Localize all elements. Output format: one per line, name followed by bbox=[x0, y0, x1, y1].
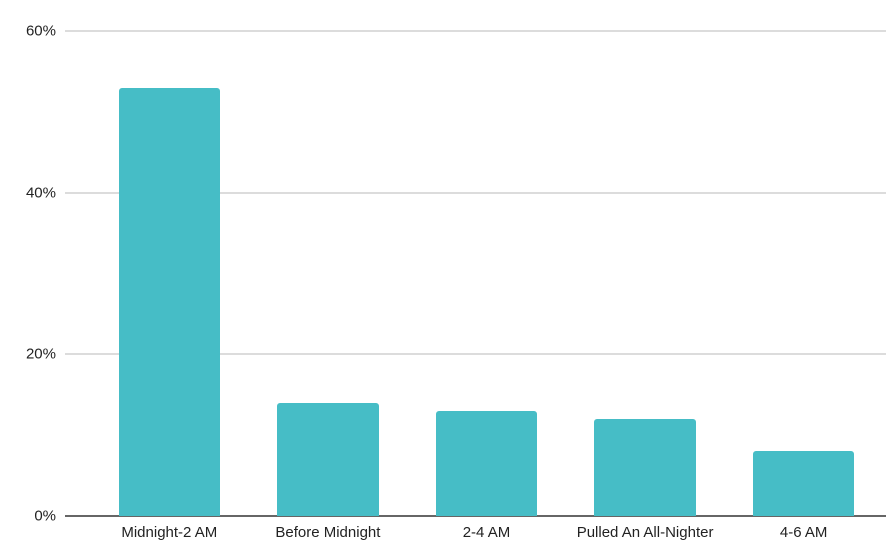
bar-pulled-an-all-nighter[interactable] bbox=[594, 419, 696, 516]
x-tick-label-before-midnight: Before Midnight bbox=[275, 524, 381, 541]
bar-4-6-am[interactable] bbox=[752, 451, 855, 516]
gridline-40% bbox=[65, 191, 886, 194]
plot-area bbox=[90, 31, 883, 516]
y-tick-label-0%: 0% bbox=[34, 507, 56, 525]
bar-slot bbox=[566, 31, 725, 516]
bar-slot bbox=[407, 31, 566, 516]
bar-slot bbox=[724, 31, 883, 516]
bar-2-4-am[interactable] bbox=[435, 410, 538, 516]
x-tick-label-4-6-am: 4-6 AM bbox=[779, 524, 828, 541]
y-tick-label-40%: 40% bbox=[25, 184, 56, 202]
x-axis-baseline bbox=[65, 515, 886, 517]
x-tick-label-pulled-an-all-nighter: Pulled An All-Nighter bbox=[576, 524, 714, 541]
y-tick-label-20%: 20% bbox=[25, 345, 56, 363]
y-tick-label-60%: 60% bbox=[25, 22, 56, 40]
x-axis-labels: Midnight-2 AM Before Midnight 2-4 AM Pulled… bbox=[90, 523, 883, 543]
bar-midnight-2-am[interactable] bbox=[118, 87, 221, 516]
bar-before-midnight[interactable] bbox=[277, 402, 379, 516]
gridline-60% bbox=[65, 30, 886, 32]
x-tick-label-midnight-2-am: Midnight-2 AM bbox=[121, 524, 218, 541]
gridline-20% bbox=[65, 353, 886, 356]
bar-slot bbox=[90, 31, 249, 516]
x-tick-label-2-4-am: 2-4 AM bbox=[462, 524, 511, 541]
bar-slot bbox=[249, 31, 408, 516]
